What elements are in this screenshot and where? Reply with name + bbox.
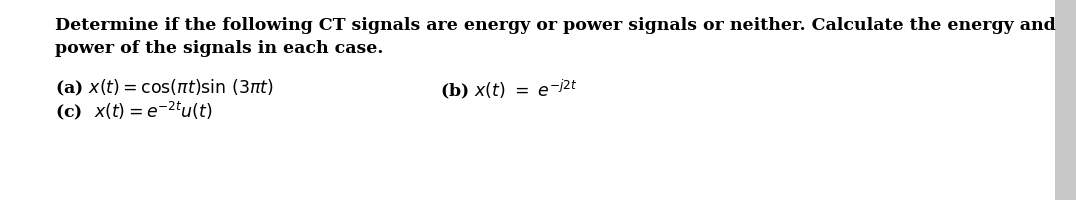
Text: power of the signals in each case.: power of the signals in each case. — [55, 40, 383, 57]
Text: (c)  $x(t) = e^{-2t}u(t)$: (c) $x(t) = e^{-2t}u(t)$ — [55, 100, 213, 122]
Text: (a) $x(t) = \cos(\pi t)\sin\,(3\pi t)$: (a) $x(t) = \cos(\pi t)\sin\,(3\pi t)$ — [55, 78, 273, 98]
Bar — [1054, 0, 1076, 200]
Text: Determine if the following CT signals are energy or power signals or neither. Ca: Determine if the following CT signals ar… — [55, 17, 1056, 34]
Text: (b) $x(t)\ =\ e^{-j2t}$: (b) $x(t)\ =\ e^{-j2t}$ — [440, 78, 578, 101]
